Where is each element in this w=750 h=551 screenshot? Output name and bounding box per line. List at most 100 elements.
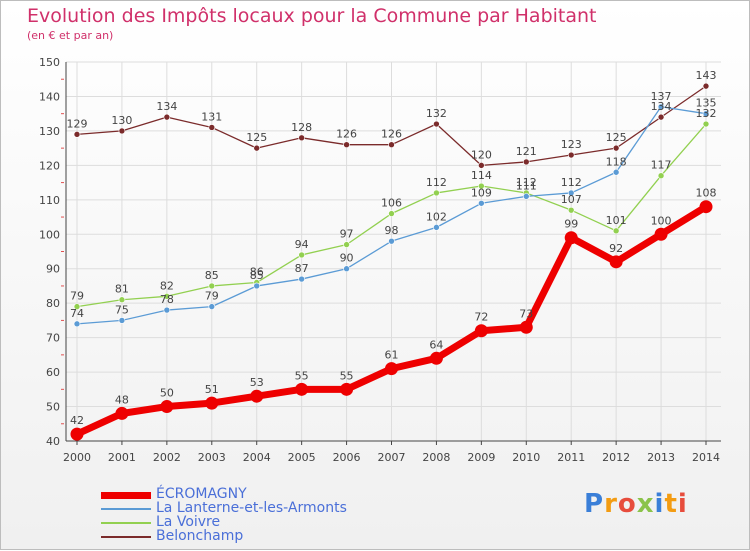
data-point-0 (564, 231, 578, 245)
y-tick-label: 100 (39, 228, 60, 241)
data-point-2 (298, 251, 305, 259)
y-tick-label: 50 (46, 401, 60, 414)
data-label-0: 64 (429, 338, 443, 351)
data-label-3: 130 (111, 114, 132, 127)
data-point-0 (385, 362, 398, 376)
legend-label: ÉCROMAGNY (156, 486, 247, 502)
y-tick-label: 130 (39, 125, 60, 138)
data-label-0: 55 (295, 369, 309, 382)
y-tick-label: 60 (46, 366, 60, 379)
data-label-3: 143 (696, 69, 717, 82)
data-point-2 (702, 120, 710, 128)
legend-item-0: ÉCROMAGNY (101, 486, 401, 502)
y-tick-label: 140 (39, 90, 60, 103)
data-point-0 (295, 382, 309, 396)
data-label-1: 75 (115, 303, 129, 316)
data-point-3 (478, 162, 485, 169)
data-label-1: 111 (516, 179, 537, 192)
data-point-2 (118, 296, 126, 304)
data-label-2: 106 (381, 197, 402, 210)
data-label-2: 117 (651, 159, 672, 172)
data-point-2 (208, 282, 216, 290)
data-point-3 (702, 82, 710, 90)
data-point-0 (205, 396, 219, 410)
data-point-2 (478, 182, 485, 190)
data-label-2: 85 (205, 269, 219, 282)
data-label-3: 134 (156, 100, 177, 113)
data-point-0 (70, 427, 84, 441)
data-point-0 (250, 389, 264, 403)
data-point-1 (657, 103, 665, 111)
data-label-2: 79 (70, 290, 84, 303)
data-label-2: 97 (340, 228, 354, 241)
data-label-3: 121 (516, 145, 537, 158)
data-label-3: 125 (246, 131, 267, 144)
data-point-1 (522, 193, 530, 200)
data-point-2 (657, 172, 665, 179)
chart-subtitle: (en € et par an) (27, 29, 114, 42)
data-point-0 (654, 227, 668, 241)
data-point-3 (163, 113, 171, 121)
data-label-0: 55 (340, 369, 354, 382)
data-point-1 (612, 168, 620, 176)
legend-label: La Lanterne-et-les-Armonts (156, 500, 347, 516)
data-label-2: 107 (561, 193, 582, 206)
data-label-2: 112 (516, 176, 537, 189)
data-point-1 (163, 306, 171, 314)
data-label-1: 85 (250, 269, 264, 282)
data-point-3 (612, 144, 620, 152)
data-label-1: 98 (385, 224, 399, 237)
data-label-3: 132 (426, 107, 447, 120)
data-point-1 (118, 317, 126, 324)
data-label-0: 48 (115, 393, 129, 406)
data-label-2: 101 (606, 214, 627, 227)
logo-letter: t (664, 489, 678, 519)
data-labels: 129 130 134 131 125 128 126 126 132 120 121 123 125 1… (67, 69, 717, 427)
data-label-1: 112 (561, 176, 582, 189)
data-point-2 (343, 241, 350, 248)
y-tick-label: 80 (46, 297, 60, 310)
data-point-3 (388, 141, 395, 148)
data-label-2: 112 (426, 176, 447, 189)
x-tick-label: 2014 (692, 451, 720, 464)
legend-swatch (101, 491, 151, 499)
data-point-2 (73, 303, 81, 310)
x-tick-label: 2007 (378, 451, 406, 464)
data-label-0: 50 (160, 387, 174, 400)
legend-item-2: La Voivre (101, 515, 401, 530)
data-point-3 (298, 134, 305, 142)
data-label-1: 78 (160, 293, 174, 306)
x-tick-label: 2001 (108, 451, 136, 464)
data-point-2 (567, 206, 575, 214)
data-point-0 (474, 324, 488, 338)
data-point-0 (519, 320, 533, 334)
x-tick-label: 2013 (647, 451, 675, 464)
y-tick-label: 120 (39, 159, 60, 172)
data-label-2: 81 (115, 283, 129, 296)
grid (66, 61, 721, 442)
series-group (70, 82, 713, 441)
data-label-3: 131 (201, 110, 222, 123)
legend-swatch (101, 508, 151, 510)
data-point-1 (208, 303, 216, 310)
data-label-0: 72 (474, 311, 488, 324)
legend: ÉCROMAGNY La Lanterne-et-les-Armonts La Vo… (101, 486, 401, 544)
data-label-0: 100 (651, 214, 672, 227)
data-label-2: 82 (160, 279, 174, 292)
axes: 40 50 60 70 80 90 100 110 120 130 140 150 2000 2001 20… (39, 56, 721, 464)
y-tick-label: 40 (46, 435, 60, 448)
data-label-2: 86 (250, 266, 264, 279)
x-tick-label: 2008 (422, 451, 450, 464)
data-label-1: 109 (471, 186, 492, 199)
data-point-3 (657, 113, 665, 121)
data-point-1 (388, 237, 395, 245)
y-tick-label: 150 (39, 56, 60, 69)
data-point-3 (118, 127, 126, 135)
data-label-3: 128 (291, 121, 312, 134)
x-tick-label: 2005 (288, 451, 316, 464)
x-tick-label: 2003 (198, 451, 226, 464)
logo-letter: x (636, 489, 655, 519)
x-tick-label: 2010 (512, 451, 540, 464)
data-point-0 (429, 351, 443, 365)
data-label-3: 129 (67, 117, 88, 130)
